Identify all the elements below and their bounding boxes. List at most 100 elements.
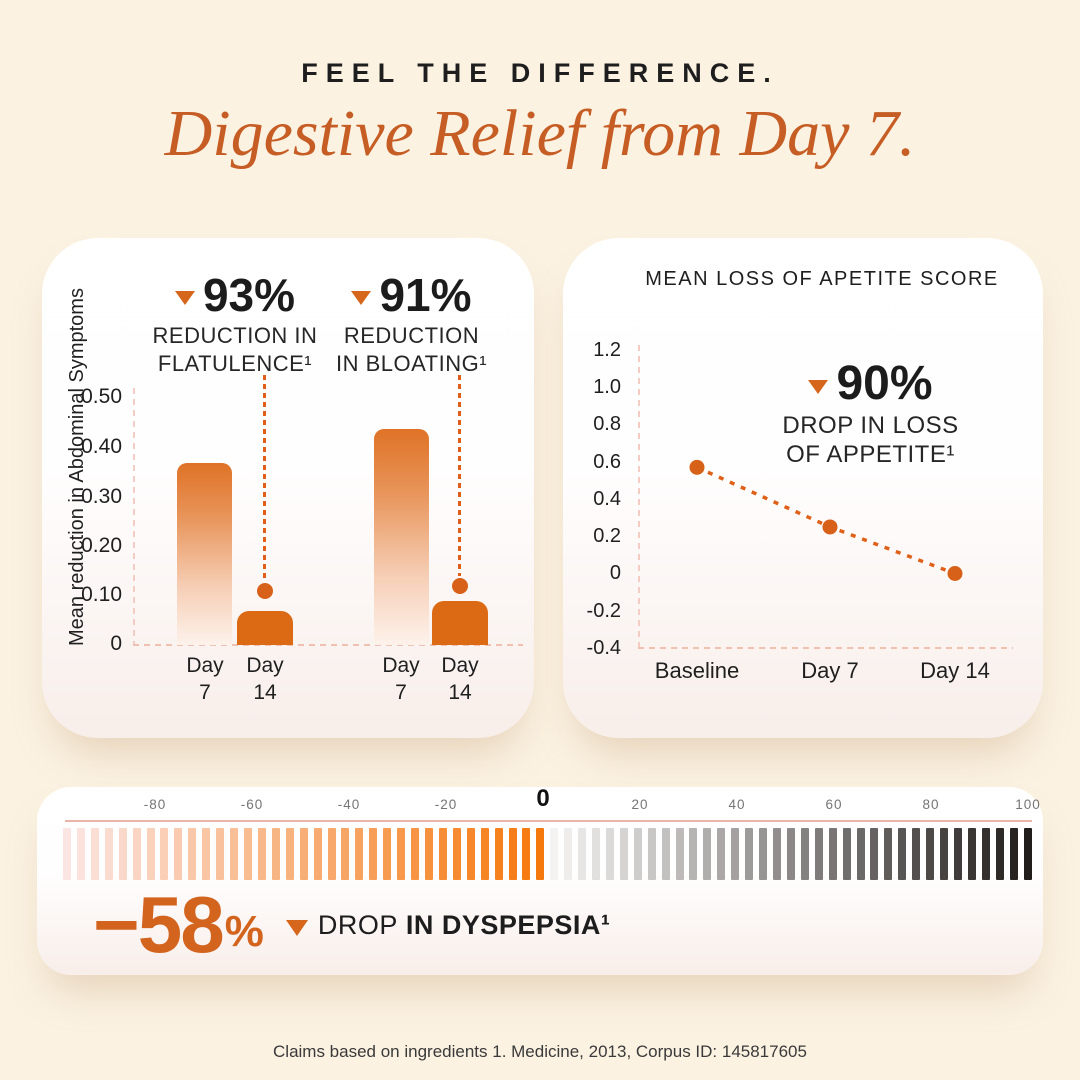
stat-appetite: 90% DROP IN LOSS OF APPETITE¹ [743,356,998,469]
y-tick: 1.2 [593,339,621,361]
scale-bar-positive [759,828,768,880]
scale-bar-positive [619,828,628,880]
scale-tick-label: 40 [728,797,746,812]
x-tick-line: 14 [448,681,472,704]
scale-bar-negative [299,828,308,880]
scale-bar-positive [828,828,837,880]
scale-bar-negative [397,828,406,880]
scale-bar-negative [313,828,322,880]
stat-bloating-percent: 91% [379,269,472,321]
scale-bar-positive [1023,828,1032,880]
bar-flatulence-day14 [237,610,293,645]
stat-appetite-percent: 90% [836,357,933,410]
scale-tick-label: 0 [536,785,550,812]
scale-tick-label: -40 [337,797,361,812]
scale-bar-positive [856,828,865,880]
scale-gradient-bars [63,828,1032,880]
scale-bar-positive [689,828,698,880]
x-tick-baseline: Baseline [654,658,740,683]
scale-bar-negative [188,828,197,880]
y-tick: 1.0 [593,376,621,398]
scale-bar-negative [355,828,364,880]
scale-tick-label: -60 [240,797,264,812]
footnote: Claims based on ingredients 1. Medicine,… [273,1042,807,1061]
scale-bar-negative [63,828,71,880]
y-tick: 0.2 [593,525,621,547]
scale-bar-positive [717,828,726,880]
scale-bar-negative [104,828,113,880]
x-tick-line: 7 [199,681,211,704]
dyspepsia-scale-card: -80 -60 -40 -20 0 20 40 60 80 100 −58 % DROP IN DY… [37,785,1043,975]
scale-bar-positive [1009,828,1018,880]
scale-bar-negative [536,828,545,880]
scale-bar-positive [814,828,823,880]
x-tick-day7: Day 7 [165,652,245,706]
scale-tick-label: 80 [922,797,940,812]
stat-bloating-line1: REDUCTION [343,323,480,348]
x-axis-line [133,644,523,646]
stat-bloating-row: 91% [304,268,519,322]
scale-bar-negative [383,828,392,880]
down-triangle-icon [351,291,372,305]
scale-bar-negative [285,828,294,880]
scale-bar-negative [327,828,336,880]
x-tick-day7: Day 7 [801,658,859,683]
scale-bar-positive [592,828,601,880]
stat-appetite-line1: DROP IN LOSS [782,412,959,439]
scale-bar-negative [494,828,503,880]
scale-bar-positive [661,828,670,880]
dyspepsia-highlight: −58 % DROP IN DYSPEPSIA¹ [93,883,610,967]
scale-bar-positive [800,828,809,880]
stat-flatulence-line2: FLATULENCE¹ [157,351,313,376]
dyspepsia-percent: −58 [93,880,225,969]
y-tick: 0.20 [81,534,122,557]
scale-tick-label: 100 [1015,797,1041,812]
scale-bar-negative [369,828,378,880]
chart-title: MEAN LOSS OF APETITE SCORE [645,268,999,290]
stat-flatulence-percent: 93% [202,269,296,321]
bar-flatulence-day7 [177,462,232,645]
scale-bar-positive [926,828,935,880]
page-title: Digestive Relief from Day 7. [164,97,916,170]
y-tick: -0.2 [586,600,621,622]
y-tick: 0.30 [81,485,122,508]
stat-appetite-line2: OF APPETITE¹ [786,441,955,468]
x-tick-line: Day [441,654,479,677]
scale-bar-negative [174,828,183,880]
down-triangle-icon [808,379,829,394]
scale-bar-negative [341,828,350,880]
scale-bar-positive [564,828,573,880]
bar-bloating-day14 [432,600,488,645]
dyspepsia-label-regular: DROP [317,909,398,940]
kicker-heading: FEEL THE DIFFERENCE. [301,58,779,88]
drop-line-flatulence [263,375,266,581]
data-point-dot [822,519,838,535]
y-tick: -0.4 [586,637,621,659]
scale-bar-negative [132,828,141,880]
scale-bar-negative [76,828,85,880]
scale-bar-negative [438,828,447,880]
y-tick: 0 [110,632,122,655]
scale-bar-positive [578,828,587,880]
dyspepsia-percent-sign: % [224,907,264,956]
scale-bar-negative [90,828,99,880]
y-tick: 0 [609,562,621,584]
stat-flatulence: 93% REDUCTION IN FLATULENCE¹ [115,268,355,378]
scale-bar-positive [954,828,962,880]
scale-bar-positive [773,828,782,880]
scale-bar-positive [550,828,559,880]
scale-bar-negative [466,828,475,880]
scale-bar-positive [898,828,907,880]
scale-bar-negative [202,828,211,880]
scale-bar-negative [146,828,155,880]
data-point-dot [689,459,705,475]
dyspepsia-label: DROP IN DYSPEPSIA¹ [318,910,611,941]
scale-bar-positive [633,828,642,880]
scale-bar-positive [786,828,795,880]
stat-appetite-row: 90% [743,356,998,411]
scale-bar-negative [424,828,433,880]
drop-dot-bloating [452,577,468,594]
x-tick-line: Day [382,654,420,677]
scale-tick-label: -20 [434,797,458,812]
scale-bar-positive [842,828,851,880]
